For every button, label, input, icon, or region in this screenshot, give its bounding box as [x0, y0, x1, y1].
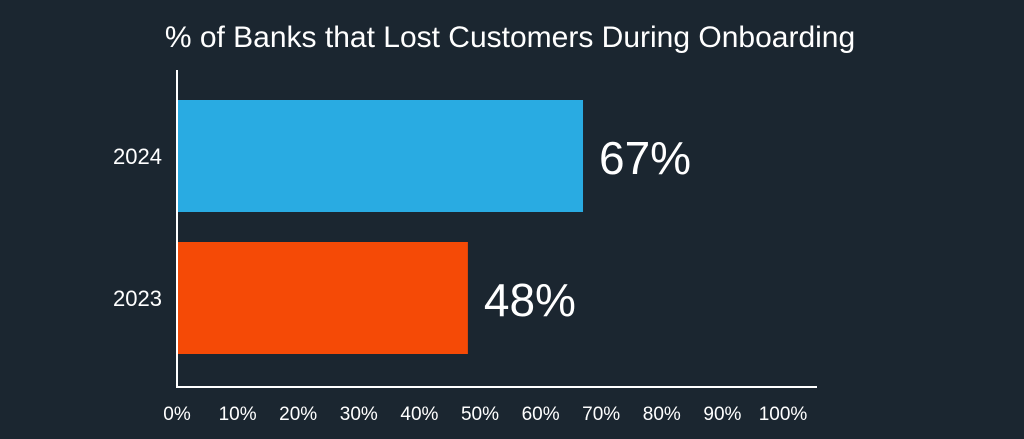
- bars-group: [177, 100, 584, 354]
- x-tick-label: 70%: [582, 404, 620, 425]
- x-tick-label: 40%: [400, 404, 438, 425]
- category-labels-group: 2024 2023: [113, 144, 162, 311]
- bar-2024: [177, 100, 584, 212]
- bar-2023: [177, 242, 468, 354]
- value-label-2024: 67%: [599, 132, 691, 184]
- x-tick-label: 80%: [643, 404, 681, 425]
- x-tick-labels-group: 0% 10% 20% 30% 40% 50% 60% 70% 80% 90% 100%: [163, 404, 807, 425]
- value-label-2023: 48%: [484, 274, 576, 326]
- x-tick-label: 90%: [703, 404, 741, 425]
- x-tick-label: 20%: [279, 404, 317, 425]
- x-tick-label: 50%: [461, 404, 499, 425]
- chart-title: % of Banks that Lost Customers During On…: [165, 21, 855, 54]
- x-tick-label: 30%: [340, 404, 378, 425]
- x-tick-label: 0%: [163, 404, 191, 425]
- category-label-2023: 2023: [113, 286, 162, 311]
- x-tick-label: 60%: [522, 404, 560, 425]
- category-label-2024: 2024: [113, 144, 162, 169]
- x-tick-label: 10%: [219, 404, 257, 425]
- x-tick-label: 100%: [759, 404, 808, 425]
- value-labels-group: 67% 48%: [484, 132, 691, 326]
